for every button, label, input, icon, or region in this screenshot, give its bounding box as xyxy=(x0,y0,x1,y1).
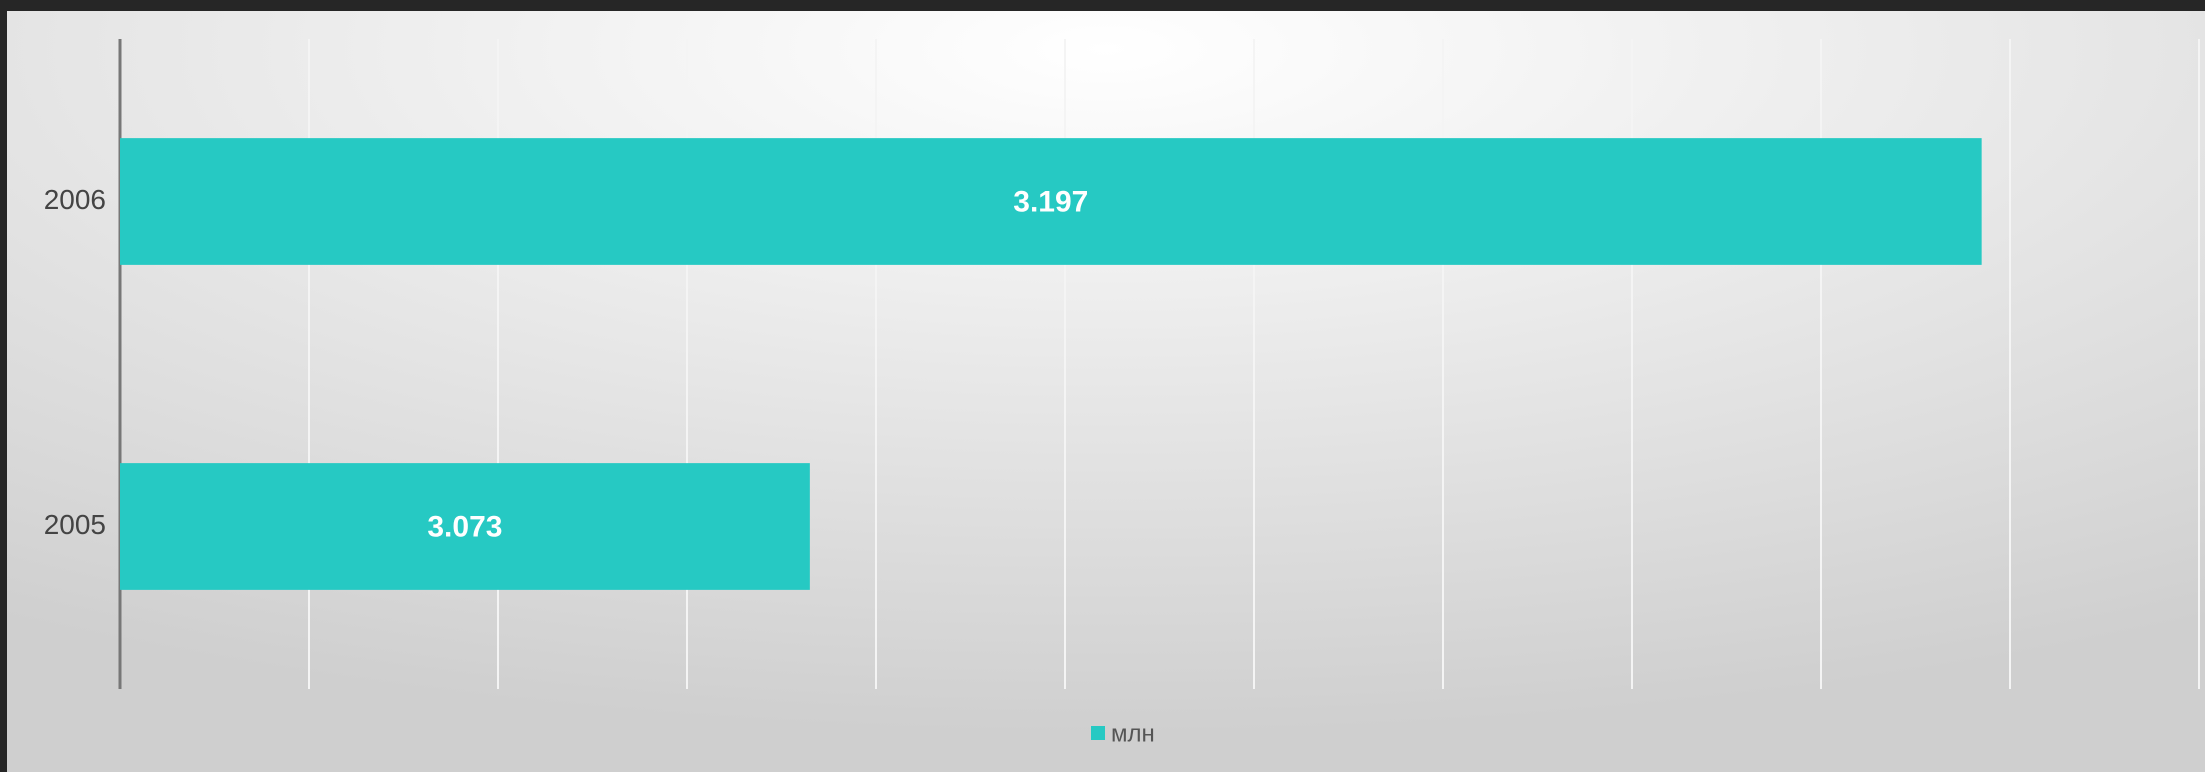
bar xyxy=(120,463,810,590)
data-label: 3.197 xyxy=(1013,185,1088,218)
y-tick-label: 2006 xyxy=(44,184,106,215)
legend-label: млн xyxy=(1111,720,1155,747)
data-label: 3.073 xyxy=(427,510,502,543)
bar xyxy=(120,138,1982,265)
y-tick-label: 2005 xyxy=(44,509,106,540)
legend-swatch xyxy=(1091,726,1105,740)
chart-panel xyxy=(7,11,2205,772)
